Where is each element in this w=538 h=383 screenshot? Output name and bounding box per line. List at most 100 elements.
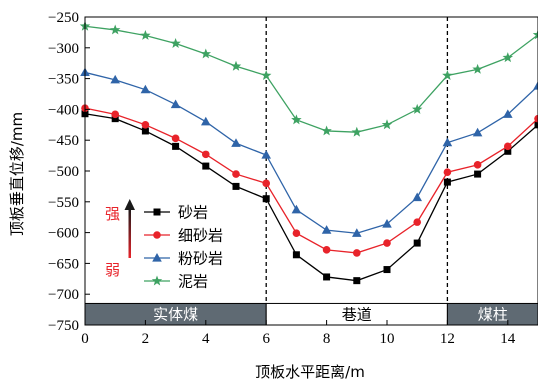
y-tick-label: −550 [48,195,79,211]
data-point [502,52,514,63]
series-line [84,113,538,282]
legend-label: 砂岩 [178,204,208,222]
data-point [172,142,180,150]
data-point [412,192,422,202]
data-point [171,134,180,143]
legend-marker [153,208,161,216]
data-point [411,103,423,114]
data-point [201,116,211,126]
data-point [231,138,241,147]
data-point [503,109,513,118]
series-3 [80,67,538,237]
data-point [291,114,302,125]
data-point [111,115,119,123]
strength-gradient-bar [128,208,131,258]
x-tick-label: 0 [81,331,89,347]
series-line [84,25,538,133]
legend-label: 细砂岩 [178,227,223,245]
data-point [534,114,538,123]
data-point [140,29,151,40]
y-tick-label: −600 [48,226,79,242]
y-tick-label: −650 [48,256,79,272]
data-point [353,249,361,257]
data-point [534,121,538,129]
region-label: 实体煤 [153,306,198,324]
data-point [202,150,210,159]
y-axis-title: 顶板垂直位移/mm [8,112,26,236]
data-point [474,170,482,178]
data-point [413,239,421,247]
data-point [291,204,302,214]
data-point [260,70,272,80]
legend-item: 泥岩 [144,273,208,291]
data-point [322,246,331,254]
data-point [170,37,181,48]
series-4 [79,20,538,137]
legend-label: 粉砂岩 [178,250,223,268]
data-point [110,74,120,84]
legend-marker [151,275,163,286]
data-point [141,121,150,129]
region-dividers [265,17,449,304]
data-point [261,149,271,159]
data-point [200,48,212,59]
series-2 [81,104,538,257]
data-point [533,80,538,90]
x-tick-label: 6 [262,331,270,347]
series-line [84,107,538,254]
data-point [292,229,301,238]
data-point [381,119,393,130]
data-point [262,179,271,188]
data-point [323,273,331,281]
data-point [232,182,240,190]
series-line [84,71,538,234]
x-tick-label: 12 [440,331,455,347]
data-point [473,161,482,169]
plot-frame [84,16,538,326]
data-point [532,29,538,40]
data-point [140,84,151,94]
strength-high-label: 强 [105,205,120,223]
legend-label: 泥岩 [178,273,208,291]
y-tick-label: −450 [48,133,79,149]
y-tick-label: −250 [48,10,79,26]
data-point [383,266,391,274]
strength-low-label: 弱 [105,261,120,279]
data-point [383,239,391,247]
x-tick-label: 2 [142,331,150,347]
legend-item: 细砂岩 [144,227,223,245]
data-point [170,99,181,109]
legend-item: 砂岩 [144,204,208,222]
region-bands: 实体煤 巷道 煤柱 [84,302,538,326]
x-axis-title: 顶板水平距离/m [255,363,365,381]
data-point [353,277,361,285]
data-point [382,218,392,228]
x-tick-label: 8 [323,331,331,347]
data-point [443,178,451,186]
region-label: 煤柱 [478,306,508,324]
y-tick-label: −750 [48,318,79,334]
data-point [443,168,452,177]
y-tick-label: −400 [48,102,79,118]
data-point [413,218,422,226]
data-point [292,251,300,259]
data-point [504,142,512,151]
y-tick-label: −700 [48,287,79,303]
data-point [141,127,149,135]
data-point [351,126,363,137]
x-tick-label: 10 [380,331,395,347]
data-point [232,170,240,178]
y-tick-label: −500 [48,164,79,180]
data-point [504,147,512,155]
legend-item: 粉砂岩 [144,250,223,268]
region-label: 巷道 [342,306,372,324]
strength-indicator: 强 弱 [105,199,135,279]
y-tick-label: −350 [48,72,79,88]
data-point [472,63,483,74]
strength-arrow-head [124,199,135,210]
data-point [109,24,121,35]
data-point [352,228,362,237]
x-tick-label: 4 [202,331,210,347]
